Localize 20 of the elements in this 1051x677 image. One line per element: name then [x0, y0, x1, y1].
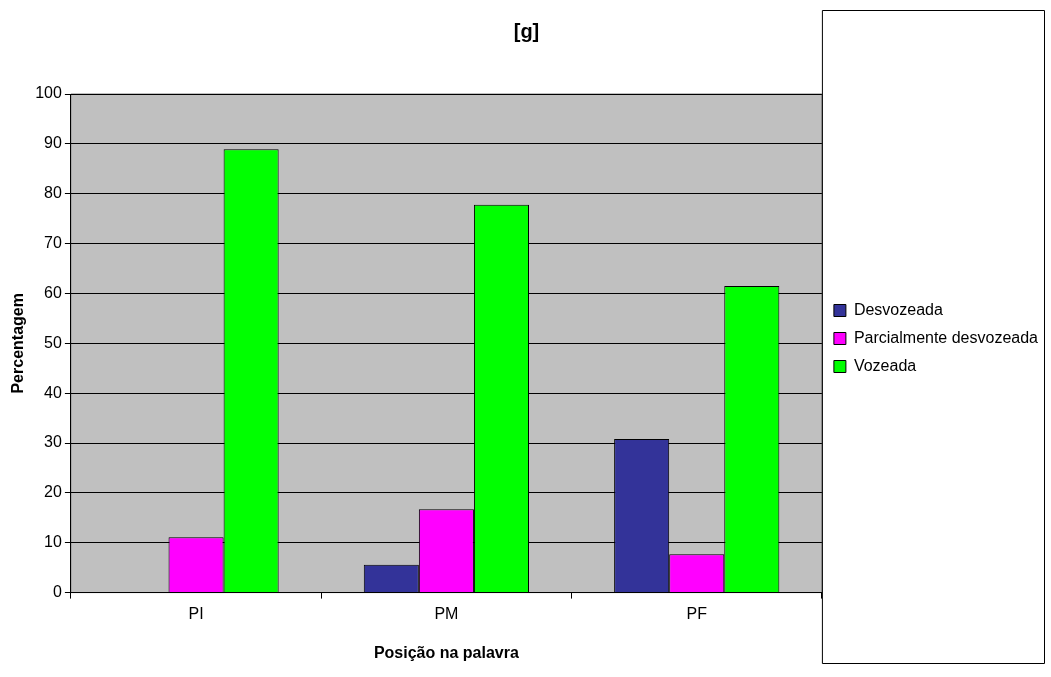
- y-tick-label: 100: [35, 84, 62, 102]
- y-axis-title: Percentagem: [9, 293, 27, 394]
- x-axis-title: Posição na palavra: [373, 643, 519, 661]
- legend-label: Parcialmente desvozeada: [853, 328, 1039, 346]
- y-tick-label: 50: [44, 333, 62, 351]
- y-tick-label: 10: [44, 533, 62, 551]
- y-tick-label: 70: [44, 233, 62, 251]
- x-tick-label: PI: [188, 604, 204, 622]
- y-tick-label: 40: [44, 383, 62, 401]
- y-tick-label: 60: [44, 283, 62, 301]
- y-tick-label: 90: [44, 134, 62, 152]
- x-tick-label: PM: [434, 604, 459, 622]
- y-tick-label: 30: [44, 433, 62, 451]
- y-tick-label: 0: [52, 583, 62, 601]
- legend-label: Desvozeada: [853, 300, 943, 318]
- x-tick-label: PF: [686, 604, 708, 622]
- y-tick-label: 20: [44, 483, 62, 501]
- legend-label: Vozeada: [853, 356, 917, 374]
- chart-title: [g]: [513, 19, 540, 42]
- y-tick-label: 80: [44, 184, 62, 202]
